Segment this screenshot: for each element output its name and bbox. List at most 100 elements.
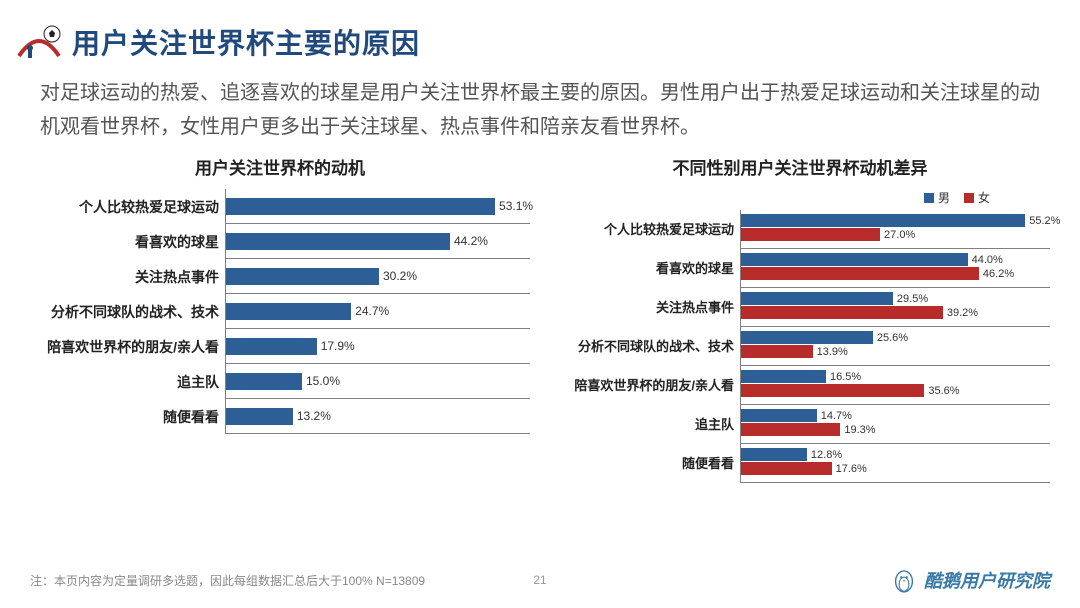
bar-track: 13.2% [225,399,530,434]
bar-track: 14.7%19.3% [740,405,1050,444]
bar-value: 17.6% [836,463,867,475]
bar-track: 44.2% [225,224,530,259]
bar-row: 个人比较热爱足球运动55.2%27.0% [550,210,1050,249]
bar-label: 随便看看 [550,456,740,472]
bar-value: 15.0% [306,374,340,388]
bar-track: 16.5%35.6% [740,366,1050,405]
bar-value: 29.5% [897,293,928,305]
bar-value: 14.7% [821,410,852,422]
bar-track: 12.8%17.6% [740,444,1050,483]
bar-fill: 17.9% [226,338,317,355]
bar-value: 30.2% [383,269,417,283]
bar-value: 53.1% [499,199,533,213]
charts-container: 用户关注世界杯的动机 个人比较热爱足球运动53.1%看喜欢的球星44.2%关注热… [0,154,1080,483]
bar-value: 46.2% [983,268,1014,280]
bar-fill-female: 17.6% [741,462,832,475]
bar-fill: 30.2% [226,268,379,285]
bar-fill-female: 27.0% [741,228,880,241]
bar-row: 关注热点事件29.5%39.2% [550,288,1050,327]
legend-item: 女 [964,189,990,206]
bar-value: 24.7% [355,304,389,318]
bar-track: 30.2% [225,259,530,294]
legend-swatch [964,193,974,203]
legend-swatch [924,193,934,203]
bar-track: 17.9% [225,329,530,364]
bar-label: 个人比较热爱足球运动 [550,222,740,238]
footnote: 注：本页内容为定量调研多选题，因此每组数据汇总后大于100% N=13809 [30,572,890,589]
page-number: 21 [533,573,546,587]
bar-fill: 13.2% [226,408,293,425]
bar-track: 25.6%13.9% [740,327,1050,366]
chart-legend: 男女 [550,189,1050,206]
brand-text: 酷鹅用户研究院 [924,567,1050,593]
bar-row: 看喜欢的球星44.0%46.2% [550,249,1050,288]
bar-fill-male: 44.0% [741,253,968,266]
bar-row: 分析不同球队的战术、技术24.7% [30,294,530,329]
legend-label: 女 [978,189,990,206]
bar-fill-female: 46.2% [741,267,979,280]
bar-label: 关注热点事件 [30,267,225,287]
brand: 酷鹅用户研究院 [890,566,1050,594]
bar-value: 27.0% [884,229,915,241]
bar-row: 陪喜欢世界杯的朋友/亲人看16.5%35.6% [550,366,1050,405]
bar-row: 随便看看12.8%17.6% [550,444,1050,483]
soccer-logo-icon [14,16,64,66]
bar-value: 13.2% [297,409,331,423]
bar-fill-male: 16.5% [741,370,826,383]
bar-fill: 44.2% [226,233,450,250]
bar-value: 39.2% [947,307,978,319]
bar-label: 追主队 [30,372,225,392]
bar-row: 追主队14.7%19.3% [550,405,1050,444]
bar-row: 分析不同球队的战术、技术25.6%13.9% [550,327,1050,366]
chart-body: 个人比较热爱足球运动55.2%27.0%看喜欢的球星44.0%46.2%关注热点… [550,210,1050,483]
bar-track: 53.1% [225,189,530,224]
chart-title: 不同性别用户关注世界杯动机差异 [550,154,1050,179]
bar-track: 24.7% [225,294,530,329]
bar-value: 55.2% [1029,215,1060,227]
bar-label: 追主队 [550,417,740,433]
bar-row: 追主队15.0% [30,364,530,399]
chart-gender-diff: 不同性别用户关注世界杯动机差异 男女 个人比较热爱足球运动55.2%27.0%看… [550,154,1050,483]
bar-value: 44.2% [454,234,488,248]
bar-value: 16.5% [830,371,861,383]
bar-value: 17.9% [321,339,355,353]
chart-motivation: 用户关注世界杯的动机 个人比较热爱足球运动53.1%看喜欢的球星44.2%关注热… [30,154,530,483]
bar-label: 分析不同球队的战术、技术 [550,339,740,355]
bar-value: 12.8% [811,449,842,461]
bar-track: 44.0%46.2% [740,249,1050,288]
penguin-icon [890,566,918,594]
bar-label: 陪喜欢世界杯的朋友/亲人看 [30,337,225,357]
bar-label: 随便看看 [30,407,225,427]
page-subtitle: 对足球运动的热爱、追逐喜欢的球星是用户关注世界杯最主要的原因。男性用户出于热爱足… [0,70,1080,154]
bar-fill: 24.7% [226,303,351,320]
bar-value: 13.9% [817,346,848,358]
legend-item: 男 [924,189,950,206]
page-title: 用户关注世界杯主要的原因 [72,22,1040,62]
chart-title: 用户关注世界杯的动机 [30,154,530,179]
bar-label: 分析不同球队的战术、技术 [30,302,225,322]
bar-label: 个人比较热爱足球运动 [30,197,225,217]
bar-label: 陪喜欢世界杯的朋友/亲人看 [550,378,740,394]
bar-fill: 53.1% [226,198,495,215]
bar-track: 29.5%39.2% [740,288,1050,327]
bar-row: 看喜欢的球星44.2% [30,224,530,259]
bar-fill-female: 39.2% [741,306,943,319]
chart-body: 个人比较热爱足球运动53.1%看喜欢的球星44.2%关注热点事件30.2%分析不… [30,189,530,434]
bar-fill-male: 25.6% [741,331,873,344]
bar-fill-female: 13.9% [741,345,813,358]
bar-fill: 15.0% [226,373,302,390]
footer: 注：本页内容为定量调研多选题，因此每组数据汇总后大于100% N=13809 2… [0,566,1080,594]
bar-fill-male: 14.7% [741,409,817,422]
bar-row: 个人比较热爱足球运动53.1% [30,189,530,224]
bar-track: 15.0% [225,364,530,399]
bar-value: 44.0% [972,254,1003,266]
bar-fill-female: 35.6% [741,384,924,397]
bar-label: 看喜欢的球星 [30,232,225,252]
bar-track: 55.2%27.0% [740,210,1050,249]
bar-label: 看喜欢的球星 [550,261,740,277]
bar-value: 35.6% [928,385,959,397]
header: 用户关注世界杯主要的原因 [0,0,1080,70]
bar-fill-male: 12.8% [741,448,807,461]
legend-label: 男 [938,189,950,206]
bar-row: 陪喜欢世界杯的朋友/亲人看17.9% [30,329,530,364]
